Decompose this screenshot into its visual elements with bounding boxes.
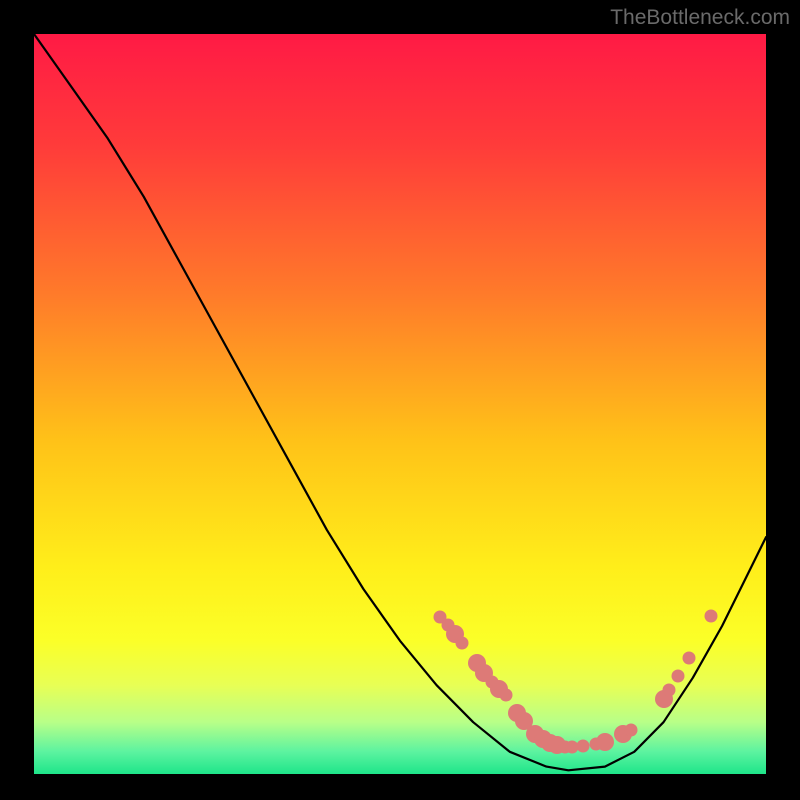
data-point xyxy=(672,670,685,683)
data-point xyxy=(624,723,637,736)
data-point xyxy=(663,684,676,697)
data-point xyxy=(596,733,614,751)
data-point xyxy=(705,609,718,622)
watermark-text: TheBottleneck.com xyxy=(610,6,790,30)
data-point xyxy=(577,739,590,752)
data-point xyxy=(500,688,513,701)
bottleneck-curve xyxy=(34,34,766,770)
data-point xyxy=(456,637,469,650)
plot-area xyxy=(34,34,766,774)
data-point xyxy=(683,651,696,664)
curve-layer xyxy=(34,34,766,774)
